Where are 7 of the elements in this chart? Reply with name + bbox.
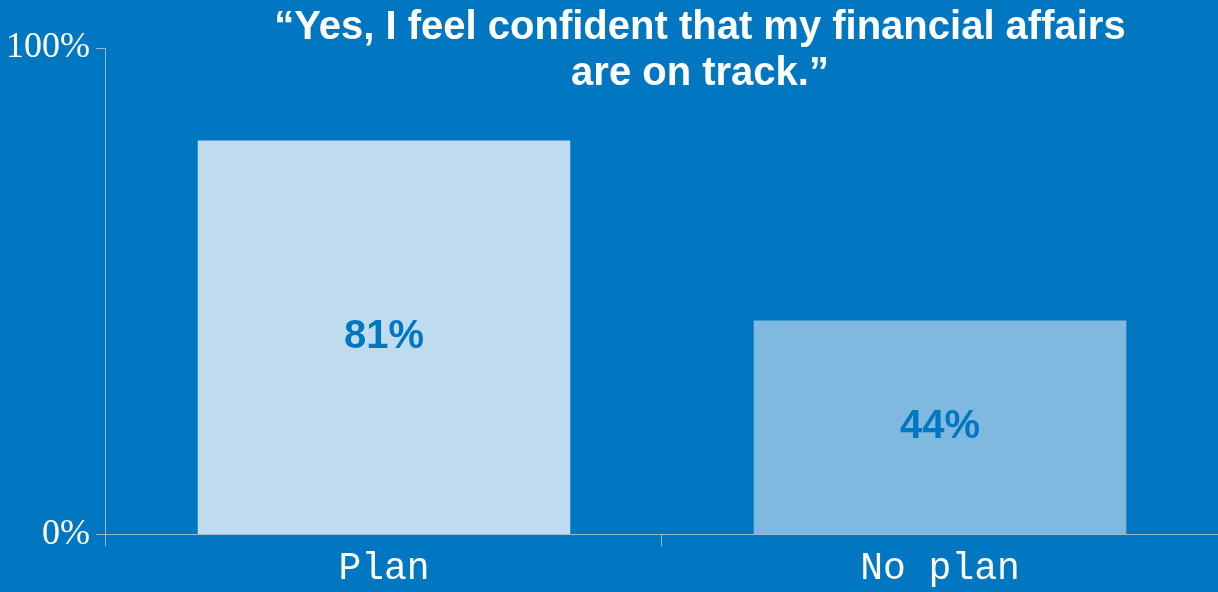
chart-title: “Yes, I feel confident that my financial affairs are on track.” [274, 3, 1126, 94]
x-tick-label: No plan [860, 547, 1020, 591]
data-label: 44% [899, 402, 981, 447]
data-label: 81% [343, 312, 425, 357]
x-tick-label: Plan [338, 547, 430, 591]
y-tick-label: 0% [41, 511, 90, 552]
y-tick-label: 100% [5, 25, 90, 66]
